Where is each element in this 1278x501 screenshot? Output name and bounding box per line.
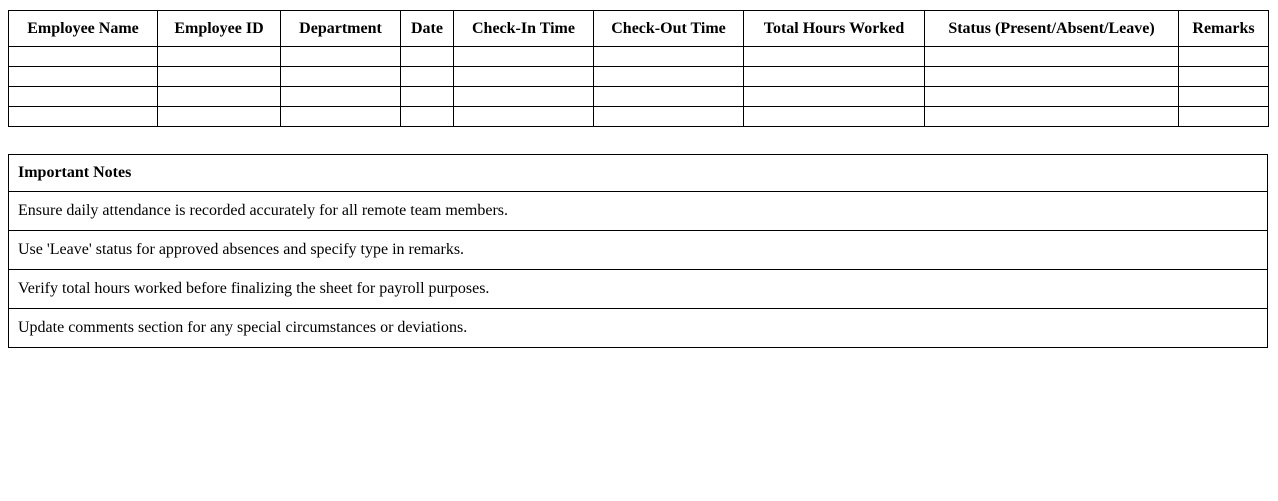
notes-title-row: Important Notes bbox=[8, 154, 1268, 192]
empty-cell bbox=[400, 46, 454, 67]
empty-cell bbox=[924, 106, 1179, 127]
empty-cell bbox=[280, 46, 401, 67]
header-employee-id: Employee ID bbox=[157, 10, 281, 47]
empty-cell bbox=[743, 106, 925, 127]
header-remarks: Remarks bbox=[1178, 10, 1269, 47]
header-check-in-time: Check-In Time bbox=[453, 10, 594, 47]
header-employee-name: Employee Name bbox=[8, 10, 158, 47]
note-row: Use 'Leave' status for approved absences… bbox=[8, 230, 1268, 270]
note-row: Update comments section for any special … bbox=[8, 308, 1268, 348]
empty-cell bbox=[8, 46, 158, 67]
empty-cell bbox=[280, 106, 401, 127]
empty-cell bbox=[8, 86, 158, 107]
note-item: Verify total hours worked before finaliz… bbox=[8, 269, 1268, 309]
note-row: Verify total hours worked before finaliz… bbox=[8, 269, 1268, 309]
attendance-header-row: Employee Name Employee ID Department Dat… bbox=[8, 10, 1269, 47]
table-row bbox=[8, 86, 1269, 107]
empty-cell bbox=[157, 66, 281, 87]
empty-cell bbox=[743, 46, 925, 67]
empty-cell bbox=[453, 106, 594, 127]
attendance-table: Employee Name Employee ID Department Dat… bbox=[8, 10, 1269, 127]
note-row: Ensure daily attendance is recorded accu… bbox=[8, 191, 1268, 231]
empty-cell bbox=[593, 86, 744, 107]
empty-cell bbox=[8, 106, 158, 127]
empty-cell bbox=[400, 106, 454, 127]
empty-cell bbox=[400, 86, 454, 107]
empty-cell bbox=[157, 86, 281, 107]
empty-cell bbox=[743, 86, 925, 107]
note-item: Use 'Leave' status for approved absences… bbox=[8, 230, 1268, 270]
empty-cell bbox=[280, 66, 401, 87]
note-item: Update comments section for any special … bbox=[8, 308, 1268, 348]
empty-cell bbox=[924, 46, 1179, 67]
empty-cell bbox=[593, 106, 744, 127]
note-item: Ensure daily attendance is recorded accu… bbox=[8, 191, 1268, 231]
header-date: Date bbox=[400, 10, 454, 47]
empty-cell bbox=[593, 66, 744, 87]
empty-cell bbox=[924, 66, 1179, 87]
empty-cell bbox=[593, 46, 744, 67]
header-check-out-time: Check-Out Time bbox=[593, 10, 744, 47]
empty-cell bbox=[280, 86, 401, 107]
empty-cell bbox=[924, 86, 1179, 107]
table-row bbox=[8, 46, 1269, 67]
table-row bbox=[8, 66, 1269, 87]
empty-cell bbox=[453, 46, 594, 67]
empty-cell bbox=[453, 66, 594, 87]
empty-cell bbox=[1178, 86, 1269, 107]
attendance-empty-rows bbox=[8, 46, 1269, 127]
header-status: Status (Present/Absent/Leave) bbox=[924, 10, 1179, 47]
notes-table: Important Notes Ensure daily attendance … bbox=[8, 154, 1268, 348]
header-department: Department bbox=[280, 10, 401, 47]
empty-cell bbox=[1178, 46, 1269, 67]
notes-title: Important Notes bbox=[8, 154, 1268, 192]
empty-cell bbox=[8, 66, 158, 87]
empty-cell bbox=[453, 86, 594, 107]
table-row bbox=[8, 106, 1269, 127]
header-total-hours-worked: Total Hours Worked bbox=[743, 10, 925, 47]
attendance-sheet-document: Employee Name Employee ID Department Dat… bbox=[0, 10, 1278, 501]
empty-cell bbox=[743, 66, 925, 87]
empty-cell bbox=[400, 66, 454, 87]
empty-cell bbox=[157, 46, 281, 67]
empty-cell bbox=[1178, 66, 1269, 87]
empty-cell bbox=[1178, 106, 1269, 127]
empty-cell bbox=[157, 106, 281, 127]
